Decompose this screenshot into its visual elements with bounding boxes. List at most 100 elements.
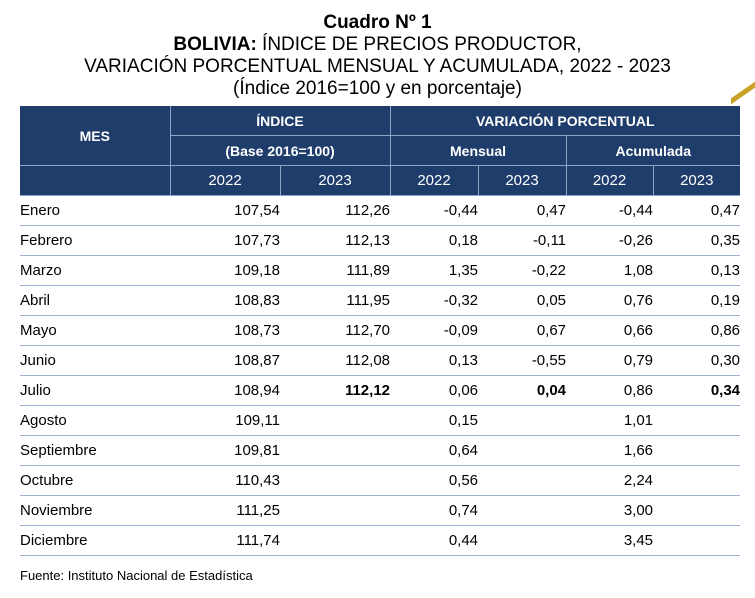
value-cell: 112,12 bbox=[280, 375, 391, 406]
table-row: Octubre 110,43 0,56 2,24 bbox=[20, 465, 741, 496]
value-cell: 0,13 bbox=[390, 345, 479, 376]
month-cell: Junio bbox=[20, 345, 170, 376]
table-row: Abril 108,83 111,95 -0,32 0,05 0,76 0,19 bbox=[20, 285, 741, 316]
header-year: 2022 bbox=[566, 165, 654, 196]
value-cell bbox=[280, 405, 391, 436]
value-cell: 0,79 bbox=[566, 345, 654, 376]
month-cell: Agosto bbox=[20, 405, 170, 436]
value-cell: 0,86 bbox=[653, 315, 741, 346]
header-year: 2022 bbox=[170, 165, 281, 196]
month-cell: Octubre bbox=[20, 465, 170, 496]
table-row: Enero 107,54 112,26 -0,44 0,47 -0,44 0,47 bbox=[20, 195, 741, 226]
title-block: Cuadro Nº 1 BOLIVIA: ÍNDICE DE PRECIOS P… bbox=[0, 12, 755, 100]
value-cell: 0,76 bbox=[566, 285, 654, 316]
value-cell: 107,54 bbox=[170, 195, 280, 226]
value-cell: -0,11 bbox=[478, 225, 567, 256]
table-row: Noviembre 111,25 0,74 3,00 bbox=[20, 495, 741, 526]
value-cell: 0,47 bbox=[478, 195, 567, 226]
table-row: Febrero 107,73 112,13 0,18 -0,11 -0,26 0,35 bbox=[20, 225, 741, 256]
value-cell: 0,15 bbox=[390, 405, 479, 436]
value-cell bbox=[478, 525, 567, 556]
value-cell: -0,44 bbox=[390, 195, 479, 226]
month-cell: Febrero bbox=[20, 225, 170, 256]
value-cell bbox=[280, 495, 391, 526]
value-cell: 0,18 bbox=[390, 225, 479, 256]
value-cell: 111,74 bbox=[170, 525, 280, 556]
month-cell: Abril bbox=[20, 285, 170, 316]
value-cell bbox=[478, 405, 567, 436]
table-row: Diciembre 111,74 0,44 3,45 bbox=[20, 525, 741, 556]
value-cell: 109,11 bbox=[170, 405, 280, 436]
value-cell: 0,86 bbox=[566, 375, 654, 406]
header-variacion: VARIACIÓN PORCENTUAL bbox=[390, 106, 741, 136]
value-cell: 0,13 bbox=[653, 255, 741, 286]
value-cell: 112,70 bbox=[280, 315, 391, 346]
value-cell: 0,06 bbox=[390, 375, 479, 406]
value-cell: 107,73 bbox=[170, 225, 280, 256]
value-cell: 111,25 bbox=[170, 495, 280, 526]
value-cell: 0,19 bbox=[653, 285, 741, 316]
value-cell: 111,95 bbox=[280, 285, 391, 316]
value-cell: -0,26 bbox=[566, 225, 654, 256]
table-number: Cuadro Nº 1 bbox=[323, 12, 432, 33]
table-row: Julio 108,94 112,12 0,06 0,04 0,86 0,34 bbox=[20, 375, 741, 406]
value-cell: -0,22 bbox=[478, 255, 567, 286]
value-cell: 108,73 bbox=[170, 315, 280, 346]
value-cell: 108,87 bbox=[170, 345, 280, 376]
value-cell: -0,44 bbox=[566, 195, 654, 226]
value-cell bbox=[653, 405, 741, 436]
month-cell: Diciembre bbox=[20, 525, 170, 556]
value-cell: 1,01 bbox=[566, 405, 654, 436]
table-row: Septiembre 109,81 0,64 1,66 bbox=[20, 435, 741, 466]
value-cell: 0,04 bbox=[478, 375, 567, 406]
value-cell bbox=[478, 435, 567, 466]
value-cell: 110,43 bbox=[170, 465, 280, 496]
value-cell: 112,13 bbox=[280, 225, 391, 256]
value-cell bbox=[478, 495, 567, 526]
value-cell: 1,66 bbox=[566, 435, 654, 466]
value-cell bbox=[280, 465, 391, 496]
value-cell: 0,05 bbox=[478, 285, 567, 316]
value-cell bbox=[280, 525, 391, 556]
month-cell: Septiembre bbox=[20, 435, 170, 466]
value-cell bbox=[653, 465, 741, 496]
title-line-2: BOLIVIA: ÍNDICE DE PRECIOS PRODUCTOR, bbox=[0, 34, 755, 56]
value-cell: 109,18 bbox=[170, 255, 280, 286]
table-row: Junio 108,87 112,08 0,13 -0,55 0,79 0,30 bbox=[20, 345, 741, 376]
value-cell: 3,00 bbox=[566, 495, 654, 526]
month-cell: Mayo bbox=[20, 315, 170, 346]
value-cell: 0,56 bbox=[390, 465, 479, 496]
value-cell bbox=[280, 435, 391, 466]
month-cell: Marzo bbox=[20, 255, 170, 286]
value-cell bbox=[653, 435, 741, 466]
value-cell: 111,89 bbox=[280, 255, 391, 286]
header-acumulada: Acumulada bbox=[566, 135, 741, 166]
header-indice: ÍNDICE bbox=[170, 106, 391, 136]
value-cell bbox=[653, 495, 741, 526]
title-line-3: VARIACIÓN PORCENTUAL MENSUAL Y ACUMULADA… bbox=[84, 56, 671, 77]
header-year: 2023 bbox=[478, 165, 567, 196]
value-cell: 109,81 bbox=[170, 435, 280, 466]
header-year: 2023 bbox=[280, 165, 391, 196]
value-cell: 2,24 bbox=[566, 465, 654, 496]
table-row: Agosto 109,11 0,15 1,01 bbox=[20, 405, 741, 436]
value-cell bbox=[653, 525, 741, 556]
value-cell: 112,08 bbox=[280, 345, 391, 376]
table-row: Mayo 108,73 112,70 -0,09 0,67 0,66 0,86 bbox=[20, 315, 741, 346]
table-row: Marzo 109,18 111,89 1,35 -0,22 1,08 0,13 bbox=[20, 255, 741, 286]
value-cell: 0,30 bbox=[653, 345, 741, 376]
value-cell: 0,34 bbox=[653, 375, 741, 406]
value-cell: 0,35 bbox=[653, 225, 741, 256]
value-cell: 0,66 bbox=[566, 315, 654, 346]
value-cell bbox=[478, 465, 567, 496]
title-line-2-rest: ÍNDICE DE PRECIOS PRODUCTOR, bbox=[256, 34, 582, 55]
price-index-table: MES ÍNDICE VARIACIÓN PORCENTUAL (Base 20… bbox=[20, 106, 741, 556]
header-mes: MES bbox=[20, 106, 171, 166]
month-cell: Noviembre bbox=[20, 495, 170, 526]
header-year: 2023 bbox=[653, 165, 741, 196]
value-cell: 3,45 bbox=[566, 525, 654, 556]
value-cell: -0,55 bbox=[478, 345, 567, 376]
value-cell: 1,08 bbox=[566, 255, 654, 286]
value-cell: 0,47 bbox=[653, 195, 741, 226]
value-cell: 1,35 bbox=[390, 255, 479, 286]
